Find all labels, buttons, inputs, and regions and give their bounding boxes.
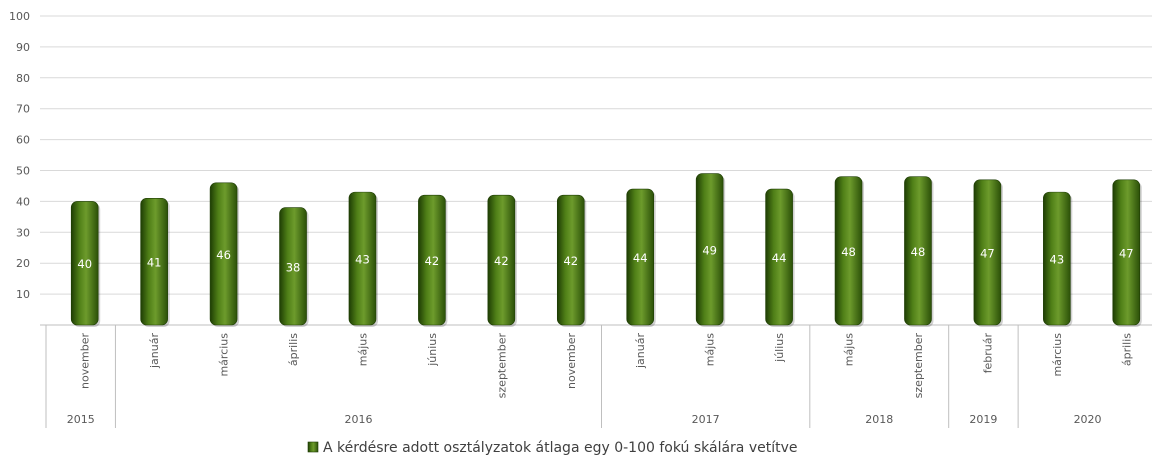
x-tick-label: november: [565, 333, 578, 389]
bar: [556, 194, 585, 326]
data-label: 48: [911, 245, 926, 259]
bar: [626, 188, 655, 326]
x-tick-label: május: [356, 333, 369, 366]
x-tick-label: május: [704, 333, 717, 366]
bar: [487, 194, 516, 326]
x-tick-label: július: [773, 333, 786, 363]
bar: [1043, 191, 1071, 326]
bar: [1112, 179, 1141, 326]
legend-label: A kérdésre adott osztályzatok átlaga egy…: [323, 440, 797, 456]
bar: [140, 198, 168, 326]
legend-swatch: [307, 441, 319, 453]
y-tick-label: 10: [16, 288, 30, 301]
x-tick-label: szeptember: [495, 333, 508, 399]
y-tick-label: 20: [16, 257, 30, 270]
data-label: 38: [286, 260, 301, 274]
y-tick-label: 30: [16, 226, 30, 239]
bar: [695, 173, 724, 326]
data-label: 48: [841, 245, 856, 259]
x-tick-label: május: [843, 333, 856, 366]
year-group-label: 2015: [67, 413, 95, 426]
x-tick-label: november: [79, 333, 92, 389]
bar: [904, 176, 932, 326]
x-tick-label: április: [287, 333, 300, 366]
y-axis: 10 20 30 40 50 60 70 80 90 100: [9, 10, 30, 301]
bars: [70, 173, 1142, 327]
year-group-label: 2020: [1074, 413, 1102, 426]
x-tick-label: június: [426, 333, 439, 367]
x-tick-label: szeptember: [912, 333, 925, 399]
x-tick-label: január: [148, 333, 161, 369]
data-label: 40: [77, 257, 92, 271]
y-tick-label: 70: [16, 103, 30, 116]
bar: [973, 179, 1002, 326]
data-label: 47: [1119, 246, 1134, 260]
y-tick-label: 40: [16, 195, 30, 208]
bar: [279, 207, 307, 326]
data-label: 44: [772, 251, 787, 265]
data-label: 41: [147, 256, 162, 270]
data-label: 43: [1050, 253, 1065, 267]
data-label: 49: [702, 243, 717, 257]
data-label: 46: [216, 248, 231, 262]
data-label: 42: [494, 254, 509, 268]
bar: [70, 201, 99, 326]
y-tick-label: 100: [9, 10, 30, 23]
y-tick-label: 50: [16, 165, 30, 178]
y-tick-label: 90: [16, 41, 30, 54]
data-label: 43: [355, 253, 370, 267]
bar: [348, 191, 377, 326]
year-group-label: 2017: [692, 413, 720, 426]
year-group-label: 2019: [969, 413, 997, 426]
data-label: 44: [633, 251, 648, 265]
x-axis: november január március április május június s…: [45, 325, 1133, 428]
x-tick-label: március: [1051, 333, 1064, 377]
x-tick-label: február: [981, 333, 994, 374]
year-group-label: 2016: [344, 413, 372, 426]
bar: [209, 182, 238, 326]
data-label: 42: [425, 254, 440, 268]
x-tick-label: január: [634, 333, 647, 369]
bar: [418, 194, 446, 326]
data-label: 42: [563, 254, 578, 268]
x-tick-label: március: [218, 333, 231, 377]
y-tick-label: 80: [16, 72, 30, 85]
data-label: 47: [980, 246, 995, 260]
legend: A kérdésre adott osztályzatok átlaga egy…: [307, 440, 797, 456]
y-tick-label: 60: [16, 134, 30, 147]
bar: [834, 176, 863, 326]
bar: [765, 188, 793, 326]
data-labels: 40 41 46 38 43 42 42 42 44 49 44 48 48 47 43 47: [77, 243, 1133, 274]
year-group-label: 2018: [865, 413, 893, 426]
x-tick-label: április: [1120, 333, 1133, 366]
